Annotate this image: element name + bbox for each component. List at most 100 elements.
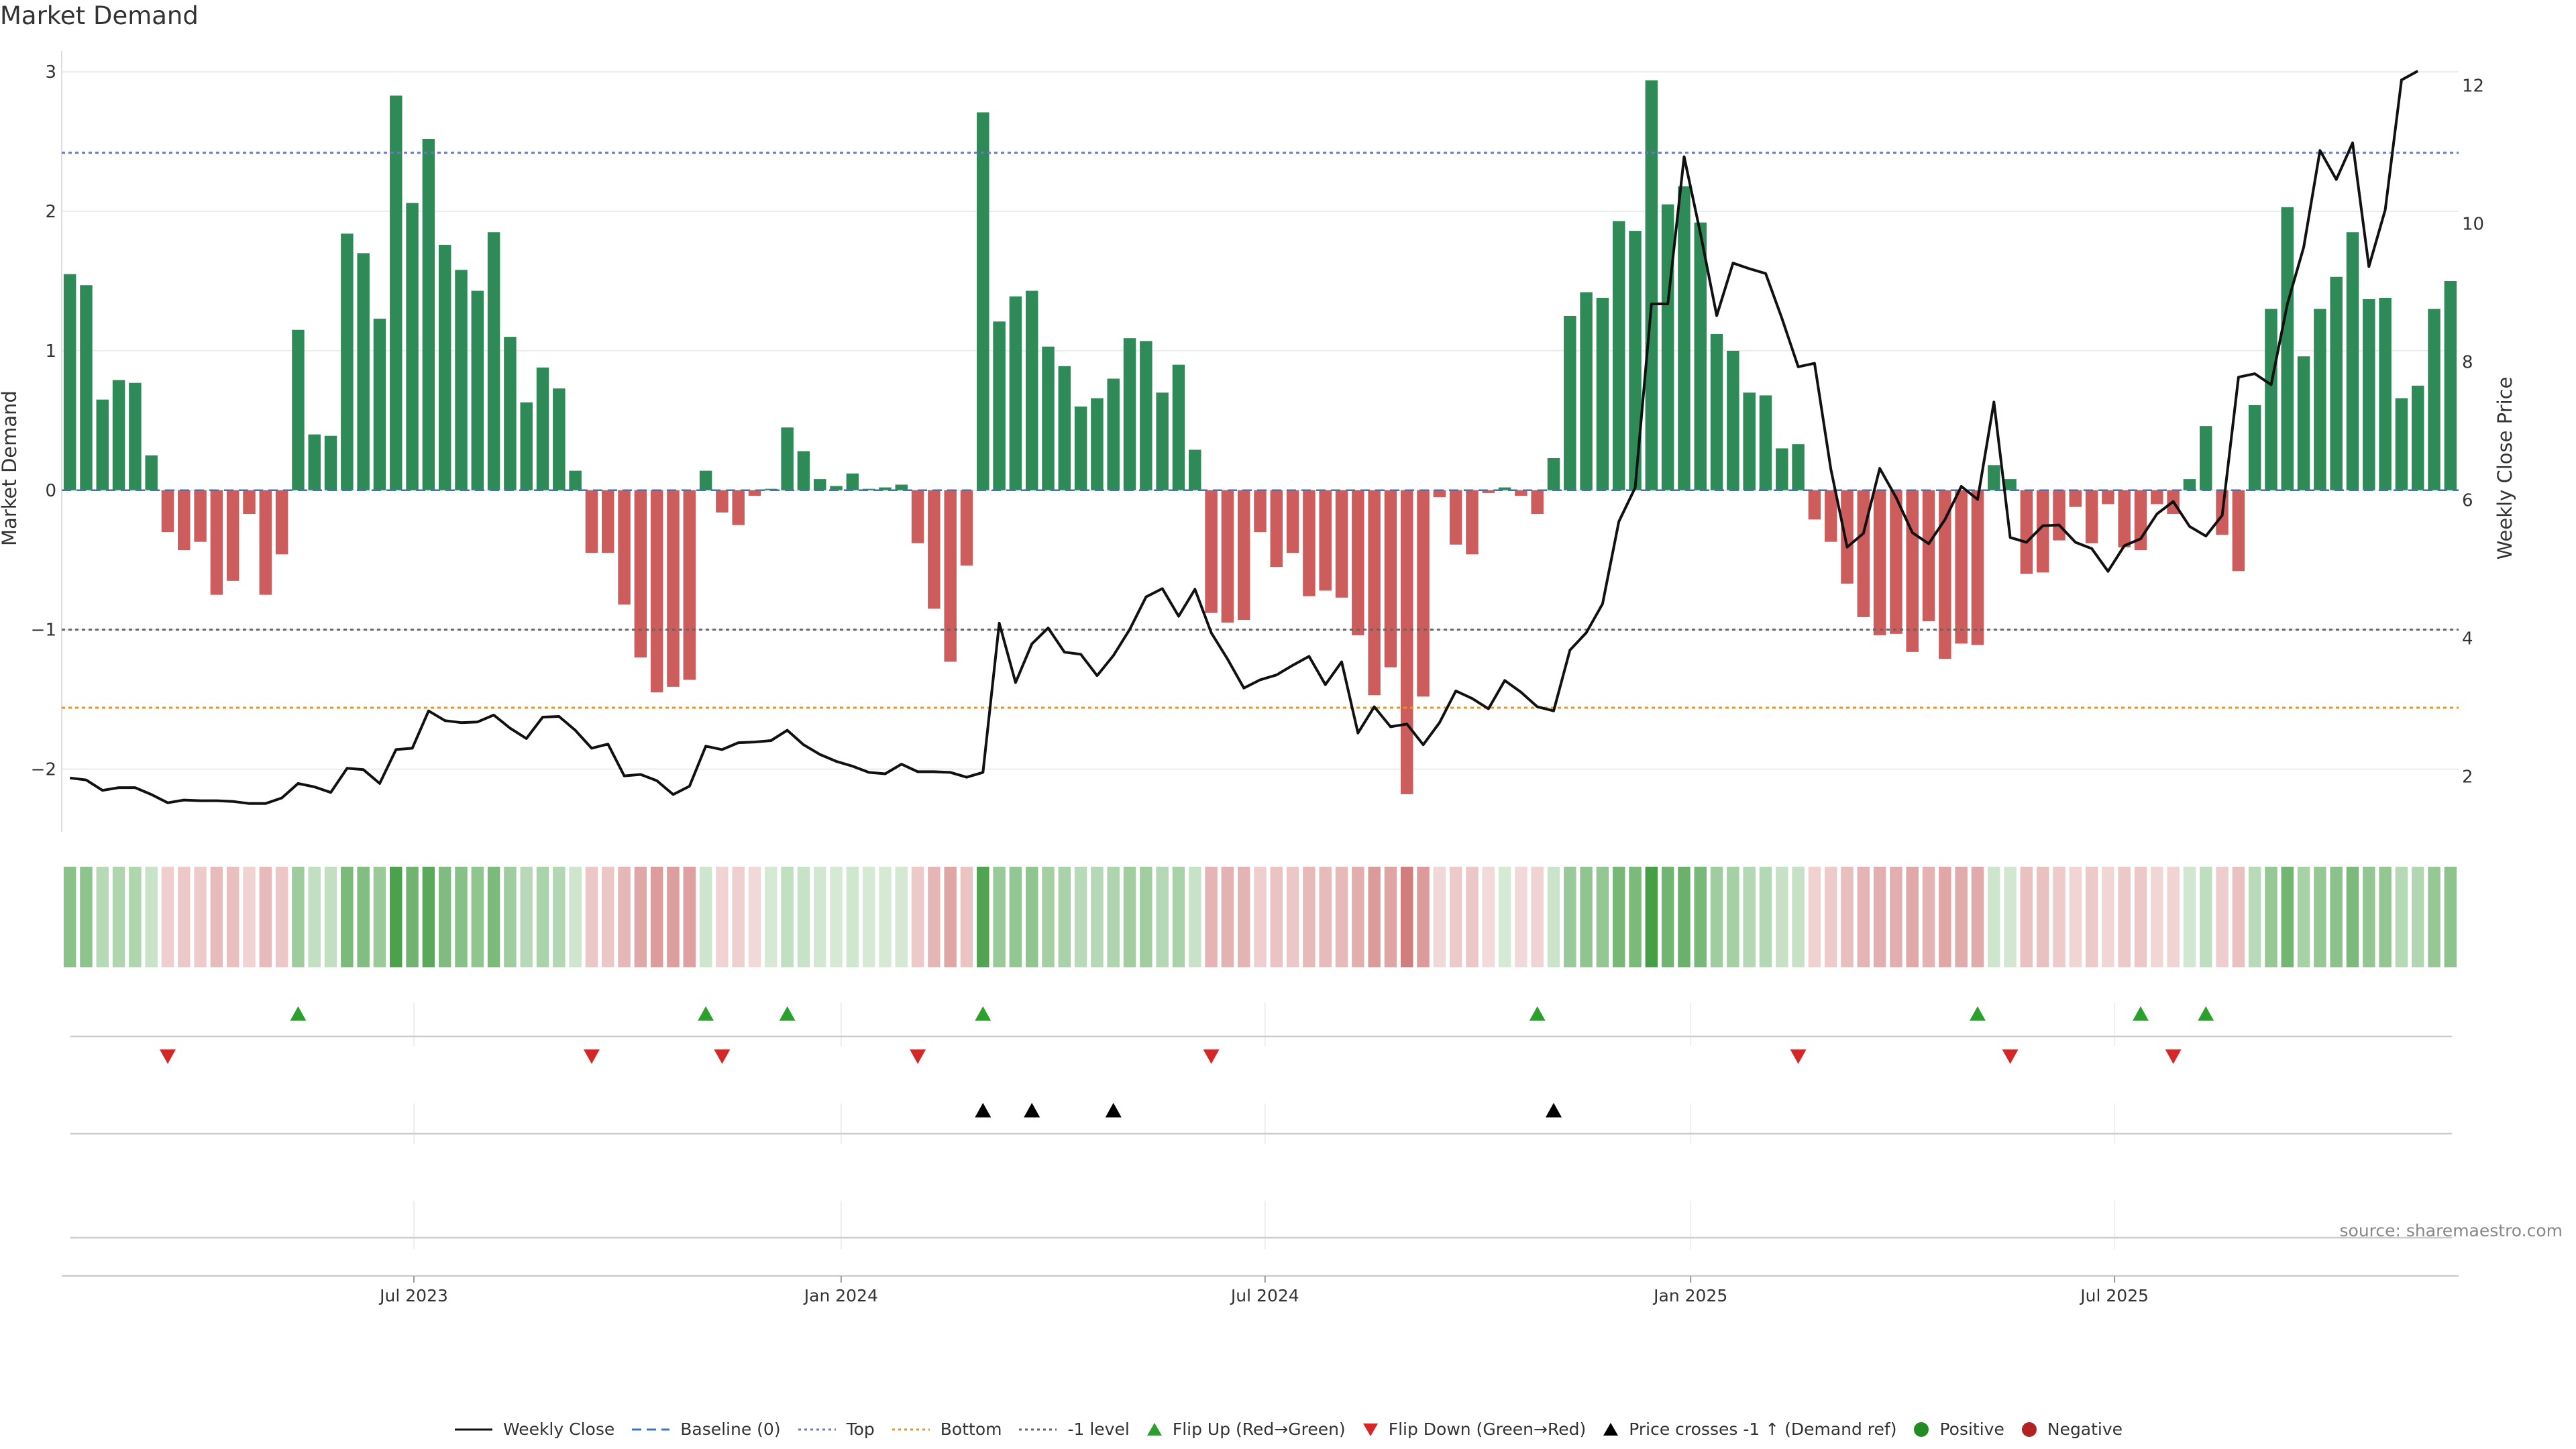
- flip-down-marker: [714, 1049, 731, 1064]
- heat-cell: [1123, 867, 1136, 967]
- demand-bar: [667, 490, 680, 687]
- heat-cell: [1482, 867, 1495, 967]
- demand-bar: [2118, 490, 2131, 547]
- flip-down-marker: [910, 1049, 926, 1064]
- demand-bar: [324, 435, 337, 490]
- y-tick-label: 2: [45, 202, 56, 222]
- demand-bar: [259, 490, 272, 595]
- y2-tick-label: 10: [2462, 215, 2484, 235]
- demand-bar: [373, 319, 386, 490]
- demand-bar: [781, 427, 794, 490]
- heat-cell: [2167, 867, 2180, 967]
- heat-cell: [569, 867, 582, 967]
- heat-cell: [1189, 867, 1201, 967]
- demand-bar: [438, 244, 451, 490]
- demand-bar: [569, 470, 582, 490]
- demand-bar: [2395, 398, 2408, 490]
- heat-cell: [1645, 867, 1658, 967]
- heat-cell: [2346, 867, 2359, 967]
- heat-cell: [1303, 867, 1316, 967]
- y2-tick-label: 12: [2462, 76, 2484, 97]
- flip-up-marker: [2133, 1006, 2149, 1021]
- demand-bar: [455, 270, 468, 490]
- source-credit: source: sharemaestro.com: [2339, 1221, 2563, 1240]
- demand-bar: [2411, 385, 2424, 490]
- heat-cell: [2297, 867, 2310, 967]
- legend-swatch-weekly-close: [454, 1428, 492, 1430]
- demand-bar: [357, 253, 370, 490]
- heat-cell: [1498, 867, 1511, 967]
- legend-item-negative: Negative: [2021, 1419, 2123, 1439]
- demand-bar: [1042, 346, 1055, 490]
- heat-cell: [1873, 867, 1886, 967]
- y2-tick-label: 4: [2462, 629, 2473, 649]
- legend-label: Weekly Close: [502, 1419, 615, 1439]
- heat-cell: [683, 867, 696, 967]
- heat-cell: [259, 867, 272, 967]
- demand-bar: [112, 380, 125, 490]
- demand-bar: [63, 274, 76, 490]
- heat-cell: [699, 867, 712, 967]
- x-tick-label: Jan 2024: [803, 1286, 878, 1305]
- heat-cell: [161, 867, 174, 967]
- legend-label: Bottom: [940, 1419, 1002, 1439]
- heat-cell: [2200, 867, 2212, 967]
- demand-bar: [1922, 490, 1935, 622]
- heat-cell: [275, 867, 288, 967]
- demand-bar: [2314, 309, 2326, 490]
- demand-bar: [1286, 490, 1299, 553]
- heat-cell: [438, 867, 451, 967]
- heat-cell: [1042, 867, 1055, 967]
- legend-label: Price crosses -1 ↑ (Demand ref): [1629, 1419, 1897, 1439]
- heat-cell: [1547, 867, 1560, 967]
- legend-swatch-bottom: [892, 1428, 930, 1430]
- demand-bar: [1629, 231, 1642, 490]
- heat-cell: [1172, 867, 1185, 967]
- demand-bar: [1058, 366, 1071, 490]
- demand-bar: [911, 490, 924, 543]
- heat-cell: [634, 867, 647, 967]
- legend-label: -1 level: [1067, 1419, 1130, 1439]
- demand-bar: [1515, 490, 1527, 496]
- chart-title: Market Demand: [0, 1, 199, 30]
- demand-bar: [1401, 490, 1413, 794]
- demand-bar: [1270, 490, 1283, 568]
- heat-cell: [2248, 867, 2261, 967]
- demand-bar: [699, 470, 712, 490]
- heat-cell: [1955, 867, 1968, 967]
- demand-bar: [1710, 333, 1723, 490]
- heat-cell: [2216, 867, 2229, 967]
- demand-bar: [275, 490, 288, 555]
- heat-cell: [716, 867, 729, 967]
- legend-swatch-top: [798, 1428, 836, 1430]
- demand-bar: [1873, 490, 1886, 635]
- heat-cell: [1058, 867, 1071, 967]
- demand-bar: [2346, 232, 2359, 490]
- heat-cell: [1074, 867, 1087, 967]
- demand-bar: [1172, 364, 1185, 490]
- legend-item-flip-up: Flip Up (Red→Green): [1146, 1419, 1346, 1439]
- demand-bar: [830, 486, 843, 490]
- heat-cell: [1368, 867, 1381, 967]
- heat-cell: [732, 867, 745, 967]
- heat-cell: [504, 867, 517, 967]
- demand-bar: [716, 490, 729, 513]
- y2-tick-label: 2: [2462, 767, 2473, 788]
- demand-bar: [536, 367, 549, 490]
- demand-bar: [1303, 490, 1316, 596]
- heat-cell: [1237, 867, 1250, 967]
- heat-cell: [2118, 867, 2131, 967]
- heat-cell: [977, 867, 989, 967]
- heat-cell: [1694, 867, 1707, 967]
- demand-bar: [1955, 490, 1968, 644]
- heat-cell: [1629, 867, 1642, 967]
- demand-bar: [1352, 490, 1364, 635]
- demand-bar: [1482, 490, 1495, 493]
- legend-label: Baseline (0): [680, 1419, 781, 1439]
- demand-heat-strip: [63, 867, 2457, 967]
- legend-label: Negative: [2047, 1419, 2123, 1439]
- legend-item-minus1-level: -1 level: [1018, 1419, 1130, 1439]
- legend-swatch-flip-down: [1362, 1423, 1378, 1436]
- demand-bar: [1939, 490, 1951, 659]
- y2-tick-label: 6: [2462, 491, 2473, 511]
